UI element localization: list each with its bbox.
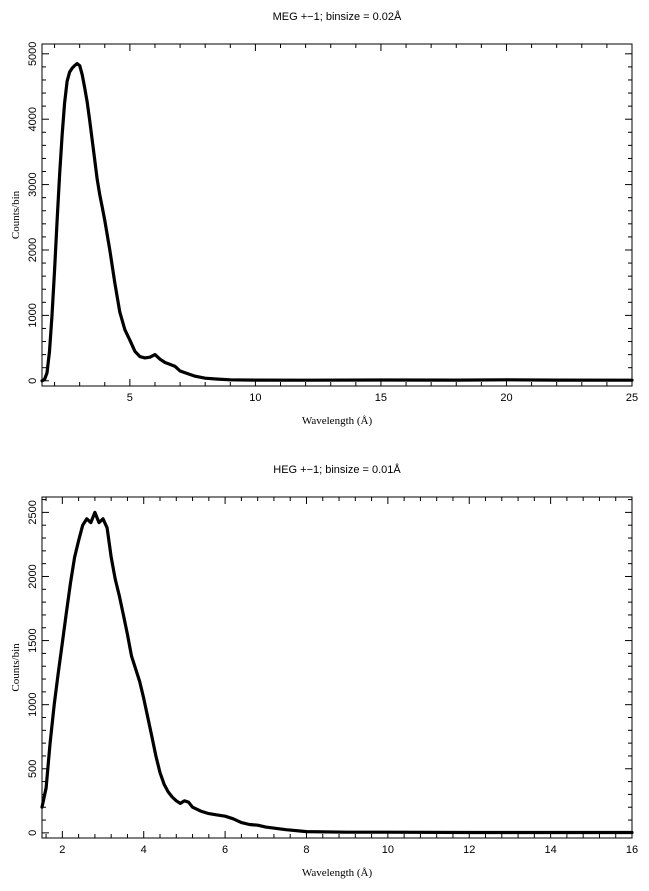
heg-spectrum-line [40, 510, 634, 835]
meg-title: MEG +−1; binsize = 0.02Å [273, 10, 402, 23]
heg-y-tick-label: 500 [27, 760, 39, 778]
meg-y-tick-label: 0 [27, 378, 39, 384]
meg-x-tick-label: 5 [127, 392, 133, 404]
heg-x-tick-label: 6 [222, 844, 228, 856]
meg-y-axis-label: Counts/bin [10, 190, 22, 239]
meg-y-tick-label: 2000 [27, 238, 39, 262]
heg-plot-frame [41, 496, 633, 839]
meg-x-tick-label: 15 [375, 392, 387, 404]
heg-x-tick-label: 14 [544, 844, 556, 856]
heg-y-tick-label: 1000 [27, 692, 39, 716]
meg-x-tick-label: 20 [500, 392, 512, 404]
heg-x-tick-label: 16 [626, 844, 638, 856]
meg-y-tick-label: 4000 [27, 107, 39, 131]
heg-x-tick-label: 2 [59, 844, 65, 856]
meg-y-tick-label: 3000 [27, 172, 39, 196]
meg-y-tick-label: 5000 [27, 42, 39, 66]
heg-y-axis-label: Counts/bin [10, 643, 22, 692]
meg-y-tick-label: 1000 [27, 303, 39, 327]
heg-title: HEG +−1; binsize = 0.01Å [273, 463, 401, 476]
heg-x-tick-label: 8 [303, 844, 309, 856]
meg-plot-frame [41, 43, 633, 387]
heg-y-tick-label: 0 [27, 830, 39, 836]
heg-x-tick-label: 12 [463, 844, 475, 856]
heg-y-tick-label: 2500 [27, 500, 39, 524]
heg-x-tick-label: 4 [141, 844, 147, 856]
meg-x-axis-label: Wavelength (Å) [302, 415, 373, 427]
heg-x-axis-label: Wavelength (Å) [302, 867, 373, 879]
heg-x-tick-label: 10 [382, 844, 394, 856]
meg-spectrum-line [40, 62, 634, 383]
heg-y-tick-label: 1500 [27, 628, 39, 652]
meg-panel: MEG +−1; binsize = 0.02Å Wavelength (Å) … [10, 10, 638, 427]
meg-x-tick-label: 25 [626, 392, 638, 404]
heg-y-tick-label: 2000 [27, 564, 39, 588]
meg-x-tick-label: 10 [249, 392, 261, 404]
heg-panel: HEG +−1; binsize = 0.01Å Wavelength (Å) … [10, 463, 638, 879]
